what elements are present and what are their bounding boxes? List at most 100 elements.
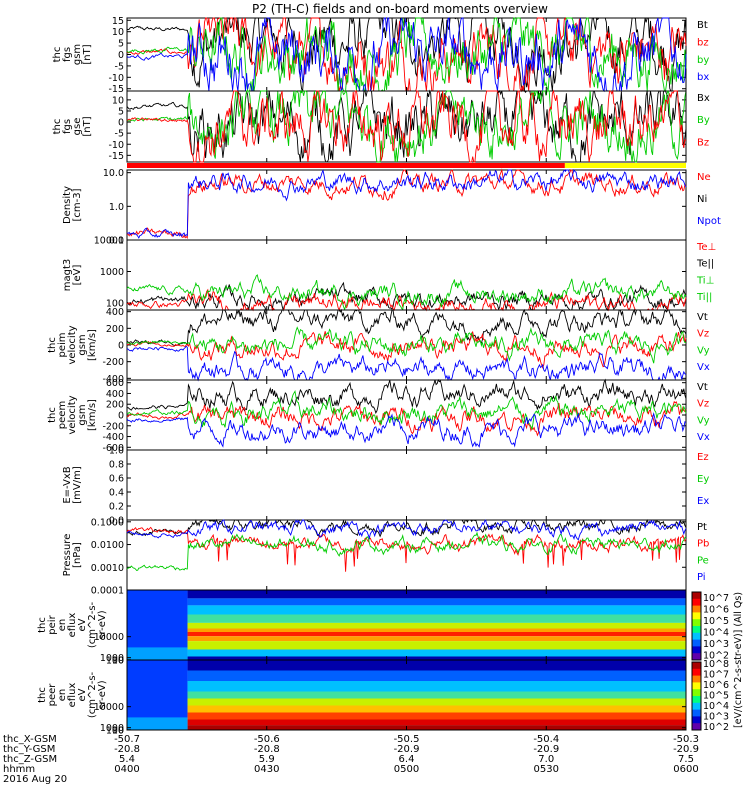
colorbar-electron-swatch — [692, 723, 701, 731]
footer-row-label: hhmm — [3, 764, 35, 775]
legend-entry: By — [697, 115, 710, 126]
colorbar-electron-swatch — [692, 696, 701, 704]
series-temp-Te|| — [126, 281, 687, 312]
colorbar-ion-swatch — [692, 639, 701, 647]
colorbar-tick: 10^4 — [703, 701, 729, 712]
colorbar-label: [eV/(cm^2-s-str-eV)] (All Qs) — [733, 592, 744, 728]
ylabel-line: [nT] — [82, 116, 93, 136]
ytick-label: 0.1 — [109, 236, 124, 247]
ylabel-line: velocity — [67, 325, 78, 364]
footer-cell: 7.0 — [538, 754, 554, 765]
legend-entry: Vy — [697, 415, 710, 426]
ytick-label: -400 — [102, 374, 124, 385]
legend-entry: Ex — [697, 496, 709, 507]
legend-entry: Ti|| — [696, 292, 712, 303]
ytick-label: 0.1000 — [91, 517, 124, 528]
ylabel-line: [km/s] — [87, 399, 98, 431]
ytick-label: -10 — [108, 73, 124, 84]
panel-pressure: 0.1000 0.0100 0.0010 0.0001 Pressure [nPa] Pt P… — [62, 517, 709, 596]
ylabel-line: [km/s] — [87, 329, 98, 361]
colorbar-ion-swatch — [692, 626, 701, 634]
ytick-label: 1000 — [100, 723, 124, 734]
footer-cell: -50.6 — [254, 734, 280, 745]
legend-entry: Vt — [697, 312, 708, 323]
ylabel-line: E=-VxB — [62, 466, 73, 503]
ylabel-line: [eV] — [72, 265, 83, 286]
colorbar-tick: 10^6 — [703, 680, 729, 691]
ytick-label: 1.0 — [109, 446, 124, 457]
series-fgs_gse-By — [126, 89, 687, 163]
footer-cell: -20.9 — [394, 744, 420, 755]
legend-entry: Pi — [697, 572, 706, 583]
ylabel-line: fgs — [62, 47, 73, 62]
footer-cell: 5.9 — [259, 754, 275, 765]
footer-row-label: thc_Z-GSM — [3, 754, 57, 765]
ytick-label: -5 — [115, 61, 124, 72]
ytick-label: 5 — [118, 39, 124, 50]
series-fgs_gsm-by — [126, 17, 687, 93]
ytick-label: 10 — [112, 95, 124, 106]
series-ve-Vt — [126, 378, 687, 415]
legend-entry: Bx — [697, 93, 710, 104]
colorbar-tick: 10^3 — [703, 639, 729, 650]
status-segment-red — [127, 163, 565, 168]
ytick-label: 0.0 — [109, 516, 124, 527]
colorbar-tick: 10^3 — [703, 712, 729, 723]
ytick-label: 0.0100 — [91, 540, 124, 551]
ytick-label: 10000 — [94, 632, 124, 643]
series-ve-Vy — [126, 389, 687, 430]
series-pressure-Pe — [126, 531, 687, 572]
ylabel-line: [cm-3] — [72, 188, 83, 221]
ylabel-line: thc — [47, 407, 58, 423]
ytick-label: 5 — [118, 106, 124, 117]
legend-entry: Ez — [697, 452, 709, 463]
colorbar-ion-swatch — [692, 598, 701, 607]
ytick-label: 0.4 — [109, 488, 124, 499]
ylabel-line: gsm — [77, 404, 88, 425]
ytick-label: 100 — [106, 725, 124, 736]
figure-title: P2 (TH-C) fields and on-board moments ov… — [252, 2, 548, 16]
legend-entry: Ni — [697, 194, 707, 205]
ylabel-line: (cm^2-s- — [87, 601, 98, 648]
footer-cell: 0600 — [673, 764, 698, 775]
legend-entry: Bt — [697, 20, 708, 31]
ytick-label: 10000 — [94, 236, 124, 247]
footer-cell: -50.4 — [533, 734, 559, 745]
legend-entry: Pb — [697, 539, 709, 550]
footer-cell: -20.8 — [114, 744, 140, 755]
colorbar-ion-swatch — [692, 653, 701, 661]
ytick-label: 0 — [118, 341, 124, 352]
ytick-label: 0.8 — [109, 460, 124, 471]
footer-cell: -20.9 — [673, 744, 699, 755]
ylabel-line: eV — [77, 618, 88, 631]
ylabel-line: velocity — [67, 395, 78, 434]
colorbar-tick: 10^4 — [703, 628, 729, 639]
ytick-label: 0 — [118, 118, 124, 129]
footer-row-label: thc_X-GSM — [3, 734, 57, 745]
panel-density-frame — [126, 169, 687, 241]
ylabel-line: peim — [57, 332, 68, 357]
footer-cell: 5.4 — [119, 754, 135, 765]
footer-cell: -20.8 — [254, 744, 280, 755]
ylabel-line: fgs — [62, 119, 73, 134]
series-fgs_gsm-bx — [126, 17, 687, 93]
ytick-label: 1000 — [100, 653, 124, 664]
legend-entry: Te|| — [696, 259, 714, 270]
legend-entry: Ey — [697, 474, 709, 485]
ytick-label: 0 — [118, 411, 124, 422]
ylabel-line: magt3 — [62, 259, 73, 292]
ytick-label: 1000 — [100, 267, 124, 278]
colorbar-electron-swatch — [692, 709, 701, 717]
ylabel-line: Density — [62, 186, 73, 224]
legend-entry: Ne — [697, 172, 711, 183]
ytick-label: 10.0 — [103, 168, 124, 179]
legend-entry: Npot — [697, 216, 721, 227]
ylabel-line: eflux — [67, 683, 78, 708]
ylabel-line: thc — [37, 617, 48, 633]
ele_spec-spectrogram — [127, 660, 686, 730]
colorbar-ion-swatch — [692, 619, 701, 627]
ylabel-line: thc — [47, 337, 58, 353]
ytick-label: 400 — [106, 389, 124, 400]
series-density-Npot — [126, 168, 687, 239]
